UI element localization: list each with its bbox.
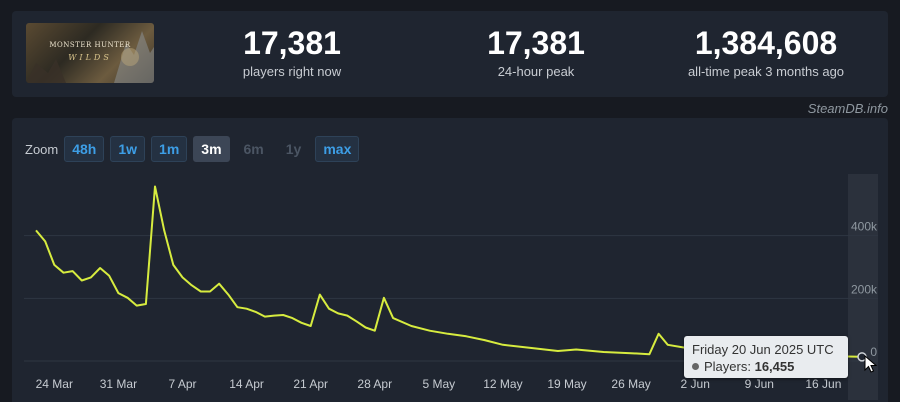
zoom-48h-button[interactable]: 48h: [64, 136, 105, 162]
tooltip-value: 16,455: [754, 359, 795, 374]
stat-label: 24-hour peak: [497, 64, 575, 79]
x-tick-label: 14 Apr: [229, 377, 264, 391]
chart-tooltip: Friday 20 Jun 2025 UTC Players: 16,455: [684, 336, 848, 378]
x-tick-label: 21 Apr: [293, 377, 328, 391]
y-axis: 0 200k 400k: [851, 220, 878, 359]
y-tick-label: 400k: [851, 220, 878, 234]
x-tick-label: 9 Jun: [745, 377, 774, 391]
x-tick-label: 28 Apr: [357, 377, 392, 391]
zoom-1w-button[interactable]: 1w: [110, 136, 146, 162]
x-tick-label: 24 Mar: [36, 377, 73, 391]
stat-all-time-peak: 1,384,608 all-time peak 3 months ago: [646, 25, 886, 79]
x-axis: 24 Mar 31 Mar 7 Apr 14 Apr 21 Apr 28 Apr 5 May…: [36, 377, 842, 391]
zoom-1y-button: 1y: [285, 141, 302, 157]
chart-panel: Zoom 48h 1w 1m 3m 6m 1y max 0 200k 400k 24…: [12, 118, 888, 402]
zoom-max-button[interactable]: max: [315, 136, 360, 162]
stat-value: 17,381: [487, 25, 585, 61]
game-logo-subtitle: WILDS: [68, 53, 112, 62]
stat-value: 17,381: [243, 25, 341, 61]
zoom-6m-button: 6m: [243, 141, 264, 157]
tooltip-players: Players: 16,455: [692, 359, 794, 374]
x-tick-label: 5 May: [423, 377, 456, 391]
stat-24h-peak: 17,381 24-hour peak: [436, 25, 636, 79]
stat-label: all-time peak 3 months ago: [687, 64, 845, 79]
steamdb-brand-link[interactable]: SteamDB.info: [807, 101, 888, 116]
game-logo[interactable]: MONSTER HUNTER WILDS: [26, 23, 154, 83]
x-tick-label: 19 May: [547, 377, 586, 391]
zoom-1m-button[interactable]: 1m: [151, 136, 188, 162]
y-tick-label: 200k: [851, 282, 878, 296]
x-tick-label: 7 Apr: [168, 377, 196, 391]
series-dot-icon: [692, 363, 699, 371]
tooltip-date: Friday 20 Jun 2025 UTC: [692, 342, 834, 357]
x-tick-label: 12 May: [483, 377, 522, 391]
players-series-line[interactable]: [35, 185, 861, 358]
zoom-label: Zoom: [25, 141, 59, 157]
tooltip-series-label: Players:: [704, 359, 751, 374]
stat-players-now: 17,381 players right now: [192, 25, 392, 79]
stats-panel: MONSTER HUNTER WILDS 17,381 players righ…: [12, 11, 888, 97]
y-tick-label: 0: [870, 345, 877, 359]
x-tick-label: 26 May: [611, 377, 650, 391]
game-logo-title: MONSTER HUNTER: [49, 41, 131, 49]
stat-value: 1,384,608: [694, 25, 838, 61]
x-tick-label: 2 Jun: [681, 377, 710, 391]
game-logo-art: [26, 31, 154, 83]
stat-label: players right now: [242, 64, 342, 79]
x-tick-label: 31 Mar: [100, 377, 137, 391]
zoom-bar: Zoom 48h 1w 1m 3m 6m 1y max: [25, 136, 365, 162]
x-tick-label: 16 Jun: [805, 377, 841, 391]
zoom-3m-button[interactable]: 3m: [193, 136, 230, 162]
mouse-cursor-icon: [864, 355, 878, 373]
